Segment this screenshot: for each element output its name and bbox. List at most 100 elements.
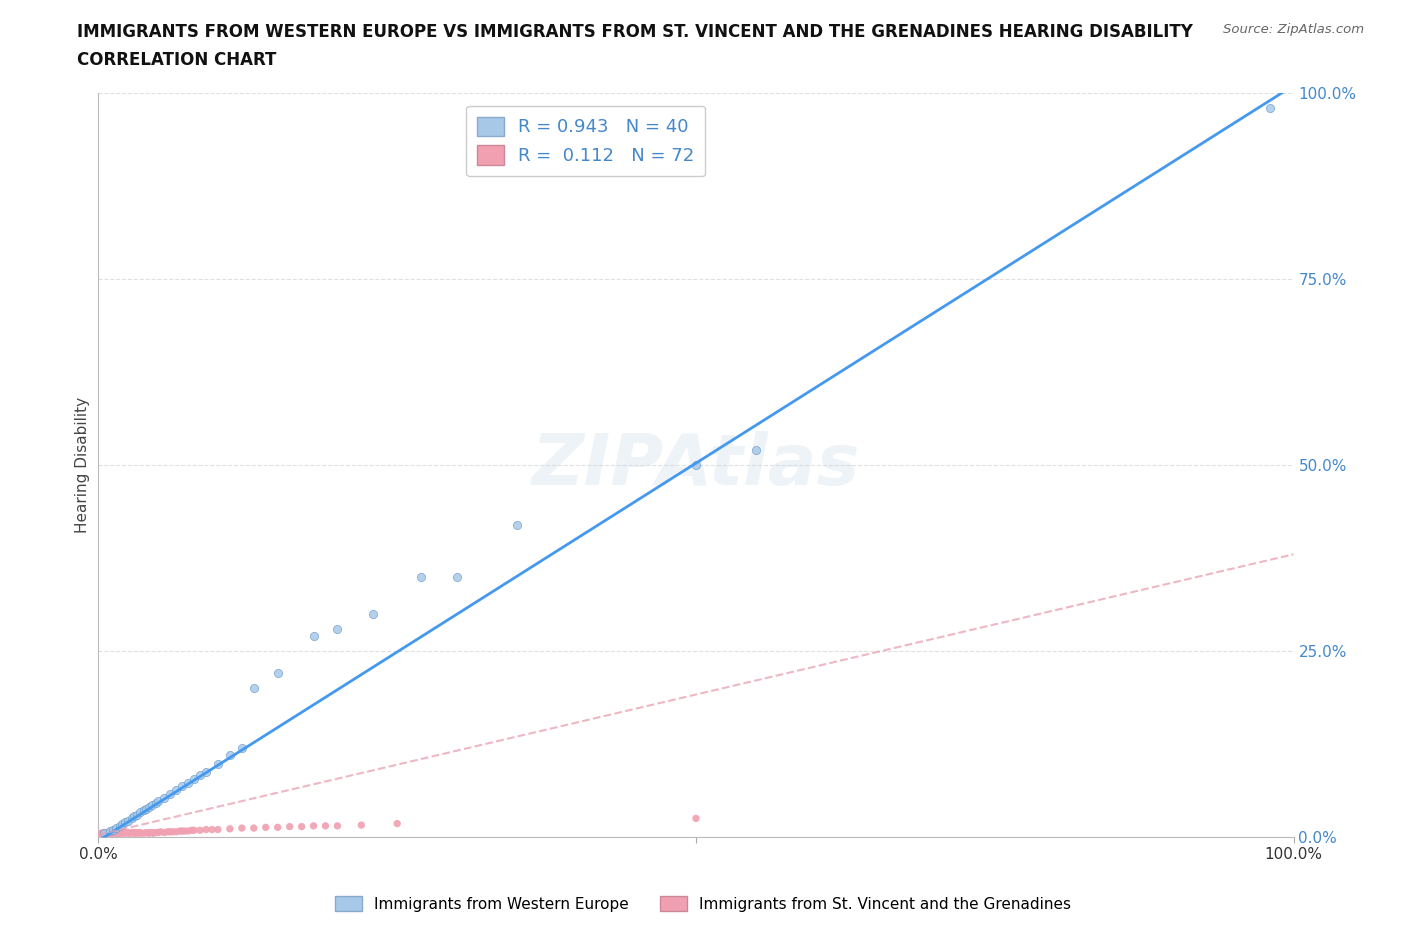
Point (231, 820, 253, 835)
Point (125, 807, 148, 822)
Point (111, 826, 134, 841)
Point (183, 772, 205, 787)
Point (1258, 100, 1281, 115)
Point (114, 826, 136, 841)
Point (180, 823, 202, 838)
Point (108, 826, 131, 841)
Point (685, 811, 707, 826)
Point (326, 818, 349, 833)
Point (121, 825, 143, 840)
Point (159, 787, 181, 802)
Point (97, 825, 120, 840)
Point (385, 817, 409, 831)
Point (148, 825, 170, 840)
Point (254, 820, 277, 835)
Point (96, 826, 118, 841)
Point (117, 826, 139, 841)
Point (219, 748, 242, 763)
Point (124, 825, 146, 840)
Point (188, 823, 211, 838)
Point (111, 825, 134, 840)
Point (132, 826, 155, 841)
Point (142, 826, 165, 841)
Text: Source: ZipAtlas.com: Source: ZipAtlas.com (1223, 23, 1364, 36)
Point (363, 606, 385, 621)
Point (101, 822, 124, 837)
Point (127, 825, 149, 840)
Point (219, 821, 242, 836)
Point (121, 811, 143, 826)
Point (105, 820, 128, 835)
Point (201, 822, 224, 837)
Point (135, 825, 157, 840)
Point (169, 824, 191, 839)
Point (315, 818, 337, 833)
Point (91, 826, 114, 841)
Text: IMMIGRANTS FROM WESTERN EUROPE VS IMMIGRANTS FROM ST. VINCENT AND THE GRENADINES: IMMIGRANTS FROM WESTERN EUROPE VS IMMIGR… (77, 23, 1194, 41)
Point (302, 629, 325, 644)
Point (173, 824, 195, 839)
Y-axis label: Hearing Disability: Hearing Disability (75, 397, 90, 533)
Point (145, 825, 167, 840)
Point (93, 826, 115, 841)
Point (207, 822, 229, 837)
Point (159, 824, 181, 839)
Point (124, 809, 146, 824)
Point (100, 826, 122, 841)
Point (243, 820, 266, 835)
Point (350, 817, 373, 832)
Point (177, 824, 200, 839)
Point (98, 825, 122, 840)
Point (183, 823, 205, 838)
Point (129, 825, 152, 840)
Point (138, 826, 160, 841)
Point (207, 757, 229, 772)
Point (114, 815, 136, 830)
Point (177, 776, 200, 790)
Text: ZIPAtlas: ZIPAtlas (531, 431, 860, 499)
Point (93, 826, 115, 841)
Point (114, 825, 136, 840)
Point (162, 824, 184, 839)
Point (107, 826, 129, 841)
Point (104, 826, 127, 841)
Point (291, 819, 314, 834)
Point (125, 826, 148, 841)
Point (278, 819, 301, 834)
Point (108, 818, 131, 833)
Point (135, 802, 157, 817)
Point (120, 826, 142, 841)
Point (111, 817, 134, 831)
Point (103, 825, 125, 840)
Point (267, 820, 290, 835)
Point (685, 458, 707, 472)
Point (98, 826, 121, 841)
Point (156, 824, 179, 839)
Point (165, 824, 187, 839)
Point (148, 794, 170, 809)
Point (105, 825, 128, 840)
Point (446, 569, 468, 584)
Point (97, 826, 120, 841)
Point (124, 826, 146, 841)
Point (145, 795, 167, 810)
Point (129, 805, 152, 820)
Point (153, 790, 176, 805)
Point (302, 818, 325, 833)
Point (243, 681, 266, 696)
Point (141, 798, 163, 813)
Point (411, 569, 433, 584)
Legend: R = 0.943   N = 40, R =  0.112   N = 72: R = 0.943 N = 40, R = 0.112 N = 72 (465, 106, 706, 176)
Point (195, 764, 218, 779)
Point (172, 824, 194, 839)
Point (165, 783, 187, 798)
Legend: Immigrants from Western Europe, Immigrants from St. Vincent and the Grenadines: Immigrants from Western Europe, Immigran… (329, 890, 1077, 918)
Point (195, 822, 218, 837)
Point (117, 825, 139, 840)
Point (172, 779, 194, 794)
Point (138, 800, 160, 815)
Point (105, 826, 128, 841)
Text: CORRELATION CHART: CORRELATION CHART (77, 51, 277, 69)
Point (188, 768, 211, 783)
Point (98, 826, 122, 841)
